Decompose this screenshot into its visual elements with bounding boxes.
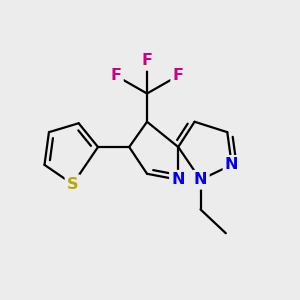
- Text: N: N: [172, 172, 185, 187]
- Text: N: N: [225, 158, 238, 172]
- Text: F: F: [173, 68, 184, 83]
- Text: N: N: [194, 172, 207, 187]
- Text: S: S: [67, 177, 79, 192]
- Text: F: F: [142, 53, 152, 68]
- Text: F: F: [110, 68, 121, 83]
